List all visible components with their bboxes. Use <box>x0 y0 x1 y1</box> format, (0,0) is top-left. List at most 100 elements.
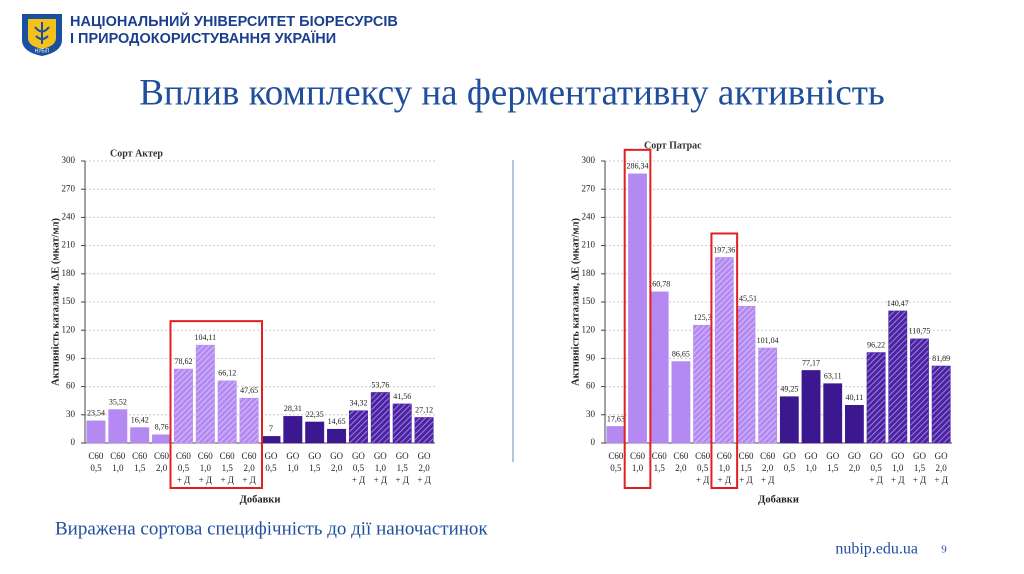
y-tick-label: 210 <box>582 240 596 250</box>
x-tick-label: GO <box>913 451 926 461</box>
x-tick-label: 1,5 <box>654 463 666 473</box>
x-tick-label: 1,0 <box>375 463 387 473</box>
bar <box>130 427 150 444</box>
y-tick-label: 180 <box>582 268 596 278</box>
x-tick-label: GO <box>396 451 409 461</box>
logo-text: НУБіП <box>35 48 50 54</box>
bar <box>931 365 951 444</box>
bar <box>173 368 193 444</box>
x-tick-label: + Д <box>696 475 709 485</box>
x-tick-label: 0,5 <box>784 463 796 473</box>
y-axis-label: Активність каталази, ΔЕ (мкат/мл) <box>570 218 581 386</box>
x-tick-label: + Д <box>220 475 233 485</box>
x-tick-label: + Д <box>177 475 190 485</box>
bar <box>195 344 215 444</box>
value-label: 14,65 <box>328 417 346 426</box>
x-tick-label: 1,5 <box>397 463 409 473</box>
x-tick-label: 1,0 <box>632 463 644 473</box>
x-tick-label: 1,0 <box>112 463 124 473</box>
value-label: 125,3 <box>694 313 712 322</box>
value-label: 77,17 <box>802 358 820 367</box>
bar <box>779 396 799 444</box>
bar <box>86 420 106 444</box>
x-tick-label: GO <box>805 451 818 461</box>
x-tick-label: 1,5 <box>914 463 926 473</box>
y-tick-label: 0 <box>591 437 596 447</box>
x-tick-label: + Д <box>395 475 408 485</box>
value-label: 47,65 <box>240 386 258 395</box>
bar <box>758 347 778 444</box>
slide-title: Вплив комплексу на ферментативну активні… <box>139 72 885 113</box>
bar <box>844 404 864 444</box>
x-tick-label: 1,0 <box>805 463 817 473</box>
x-tick-label: C60 <box>220 451 236 461</box>
x-tick-label: 0,5 <box>265 463 277 473</box>
y-tick-label: 60 <box>66 381 76 391</box>
highlight-box <box>710 232 739 489</box>
x-tick-label: + Д <box>199 475 212 485</box>
subtitle: Виражена сортова специфічність до дії на… <box>55 518 488 539</box>
x-tick-label: C60 <box>673 451 689 461</box>
value-label: 145,51 <box>735 294 757 303</box>
x-tick-label: + Д <box>934 475 947 485</box>
value-label: 66,12 <box>218 369 236 378</box>
x-tick-label: 2,0 <box>331 463 343 473</box>
x-tick-label: GO <box>308 451 321 461</box>
x-tick-label: + Д <box>374 475 387 485</box>
footer-url: nubip.edu.ua <box>835 541 918 558</box>
x-tick-label: + Д <box>891 475 904 485</box>
y-tick-label: 0 <box>71 437 76 447</box>
value-label: 110,75 <box>909 327 931 336</box>
value-label: 101,04 <box>757 336 779 345</box>
y-tick-label: 300 <box>582 155 596 165</box>
bar <box>152 434 172 444</box>
x-tick-label: 0,5 <box>90 463 102 473</box>
value-label: 104,11 <box>194 333 216 342</box>
x-tick-label: 1,5 <box>309 463 321 473</box>
x-tick-label: GO <box>848 451 861 461</box>
value-label: 27,12 <box>415 405 433 414</box>
x-tick-label: 0,5 <box>870 463 882 473</box>
y-tick-label: 210 <box>62 240 76 250</box>
x-tick-label: 1,0 <box>287 463 299 473</box>
x-tick-label: 1,0 <box>200 463 212 473</box>
value-label: 53,76 <box>371 380 389 389</box>
y-axis-label: Активність каталази, ΔЕ (мкат/мл) <box>50 218 61 386</box>
x-tick-label: C60 <box>695 451 711 461</box>
x-tick-label: C60 <box>717 451 733 461</box>
x-tick-label: GO <box>935 451 948 461</box>
y-tick-label: 120 <box>582 324 596 334</box>
bar <box>370 392 390 444</box>
value-label: 86,65 <box>672 349 690 358</box>
x-axis-label: Добавки <box>240 494 281 505</box>
bar <box>823 383 843 444</box>
y-tick-label: 270 <box>582 183 596 193</box>
y-tick-label: 150 <box>62 296 76 306</box>
org-name: І ПРИРОДОКОРИСТУВАННЯ УКРАЇНИ <box>70 30 336 47</box>
value-label: 16,42 <box>131 415 149 424</box>
bar <box>414 417 434 444</box>
x-tick-label: C60 <box>652 451 668 461</box>
x-tick-label: GO <box>826 451 839 461</box>
x-tick-label: 2,0 <box>243 463 255 473</box>
bar <box>348 410 368 444</box>
x-tick-label: C60 <box>88 451 104 461</box>
highlight-box <box>623 148 652 489</box>
x-tick-label: C60 <box>242 451 258 461</box>
y-tick-label: 180 <box>62 268 76 278</box>
x-tick-label: GO <box>264 451 277 461</box>
x-tick-label: + Д <box>761 475 774 485</box>
x-tick-label: GO <box>418 451 431 461</box>
x-tick-label: GO <box>330 451 343 461</box>
x-tick-label: C60 <box>760 451 776 461</box>
x-tick-label: GO <box>286 451 299 461</box>
y-tick-label: 30 <box>586 409 596 419</box>
bar <box>108 409 128 444</box>
y-tick-label: 90 <box>586 352 596 362</box>
chart-title: Сорт Актер <box>110 148 163 159</box>
x-tick-label: + Д <box>869 475 882 485</box>
bar <box>217 380 237 444</box>
value-label: 197,36 <box>713 245 735 254</box>
chart-title: Сорт Патрас <box>644 140 702 151</box>
